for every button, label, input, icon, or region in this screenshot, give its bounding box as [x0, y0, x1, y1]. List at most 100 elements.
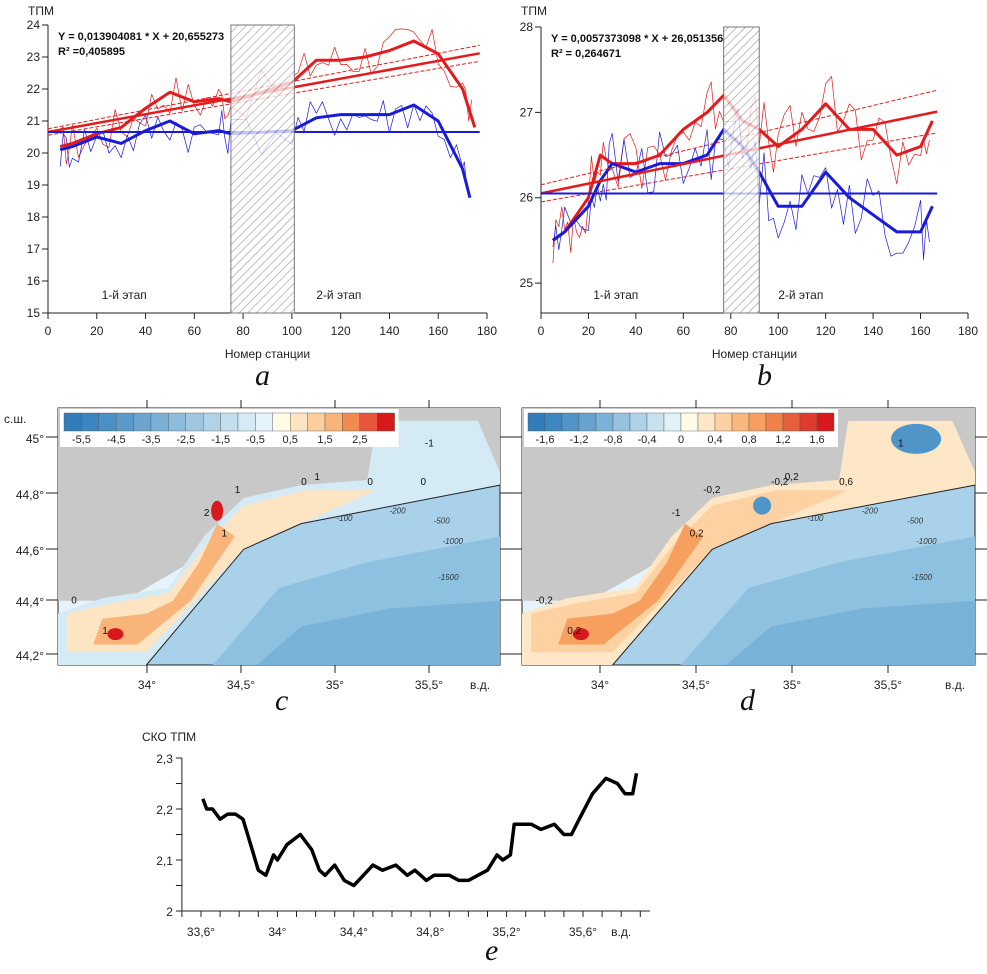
panel-label-e: e — [485, 934, 498, 967]
coastal-anomaly — [558, 523, 704, 645]
legend-label: 0,8 — [741, 434, 756, 446]
x-tick-label: 180 — [958, 324, 978, 338]
confidence-band — [540, 89, 938, 186]
depth-label: -100 — [336, 514, 353, 523]
x-tick-label: 140 — [863, 324, 883, 338]
y-tick-label: 21 — [27, 114, 41, 128]
lon-tick-label: 34° — [138, 678, 156, 692]
contour-label: -0,2 — [703, 485, 721, 496]
legend-label: -0,4 — [638, 434, 657, 446]
y-tick-label: 25 — [520, 276, 534, 290]
y-tick-label: 23 — [27, 50, 41, 64]
x-axis-title: Номер станции — [225, 347, 310, 361]
contour-label: 0,2 — [785, 472, 799, 483]
gap-hatched-region — [230, 24, 295, 314]
x-tick-label: 120 — [331, 324, 351, 338]
gap-hatched-region — [723, 26, 760, 314]
lat-unit-label: с.ш. — [4, 412, 26, 426]
x-tick-label: 160 — [911, 324, 931, 338]
contour-label: -0,2 — [771, 477, 789, 488]
legend-swatch — [377, 412, 395, 432]
legend-swatch — [816, 412, 835, 432]
legend-swatch — [342, 412, 360, 432]
legend-label: 1,5 — [317, 434, 332, 446]
legend-label: -4,5 — [107, 434, 126, 446]
legend-swatch — [799, 412, 818, 432]
y-tick-label: 28 — [520, 20, 534, 34]
legend-swatch — [629, 412, 648, 432]
contour-label: 0 — [71, 595, 77, 606]
stage-2-label: 2-й этап — [778, 288, 823, 302]
contour-label: 0 — [420, 477, 426, 488]
contour-label: 0 — [301, 477, 307, 488]
contour-label: 1 — [222, 529, 228, 540]
contour-label: 1 — [235, 485, 241, 496]
y-tick-label: 16 — [27, 274, 41, 288]
y-axis-title: ТПМ — [28, 4, 54, 18]
x-tick-label: 34° — [268, 925, 286, 939]
lon-tick-label: 35° — [783, 678, 801, 692]
legend-swatch — [612, 412, 631, 432]
anomaly-maximum — [211, 500, 224, 521]
regression-equation: Y = 0,0057373098 * X + 26,051356 — [551, 33, 723, 45]
coastal-band — [531, 490, 849, 653]
y-tick-label: 2,3 — [156, 752, 173, 766]
legend-swatch — [782, 412, 801, 432]
depth-label: -200 — [390, 506, 407, 515]
x-tick-label: 160 — [428, 324, 448, 338]
legend-swatch — [81, 412, 100, 432]
lat-tick-label: 44,8° — [16, 488, 44, 502]
contour-label: -1 — [671, 508, 680, 519]
legend-label: 1,2 — [775, 434, 790, 446]
legend-label: -1,6 — [536, 434, 555, 446]
legend-swatch — [731, 412, 750, 432]
legend-swatch — [290, 412, 308, 432]
x-tick-label: 35,2° — [493, 925, 521, 939]
depth-label: -200 — [862, 506, 879, 515]
anomaly-minimum — [891, 423, 942, 454]
x-tick-label: 34,8° — [416, 925, 444, 939]
panel-label-a: a — [255, 359, 270, 392]
legend-swatch — [748, 412, 767, 432]
panel-label-b: b — [757, 359, 772, 392]
coastal-band — [66, 490, 377, 653]
r-squared: R² = 0,264671 — [551, 48, 621, 60]
legend-label: 0,4 — [707, 434, 722, 446]
y-axis-title: ТПМ — [521, 4, 547, 18]
x-tick-label: 40 — [629, 324, 643, 338]
x-tick-label: 0 — [538, 324, 545, 338]
x-tick-label: 80 — [236, 324, 250, 338]
legend-label: -0,8 — [604, 434, 623, 446]
lat-tick-label: 44,4° — [16, 595, 44, 609]
legend-label: 1,6 — [809, 434, 824, 446]
x-tick-label: 100 — [768, 324, 788, 338]
anomaly-minimum — [753, 496, 772, 515]
x-axis-title: Номер станции — [712, 347, 797, 361]
depth-label: -1500 — [438, 573, 459, 582]
lon-unit-label: в.д. — [945, 678, 965, 692]
regression-equation: Y = 0,013904081 * X + 20,655273 — [58, 31, 224, 43]
stage-1-label: 1-й этап — [593, 288, 638, 302]
legend-swatch — [220, 412, 239, 432]
legend-swatch — [697, 412, 716, 432]
y-tick-label: 24 — [27, 18, 41, 32]
legend-swatch — [561, 412, 580, 432]
contour-label: 1 — [898, 439, 904, 450]
legend-swatch — [150, 412, 169, 432]
y-tick-label: 20 — [27, 146, 41, 160]
lat-tick-label: 44,2° — [16, 649, 44, 663]
legend-swatch — [324, 412, 343, 432]
legend-label: 0,5 — [283, 434, 298, 446]
contour-label: 1 — [314, 472, 320, 483]
x-tick-label: 180 — [477, 324, 497, 338]
legend-swatch — [98, 412, 117, 432]
y-tick-label: 26 — [520, 191, 534, 205]
r-squared: R² =0,405895 — [58, 46, 125, 58]
depth-label: -1000 — [443, 537, 464, 546]
y-axis-title: СКО ТПМ — [142, 730, 196, 744]
depth-label: -1500 — [912, 573, 933, 582]
lon-unit-label: в.д. — [470, 678, 490, 692]
anomaly-maximum — [107, 628, 124, 641]
sko-line — [201, 772, 639, 888]
